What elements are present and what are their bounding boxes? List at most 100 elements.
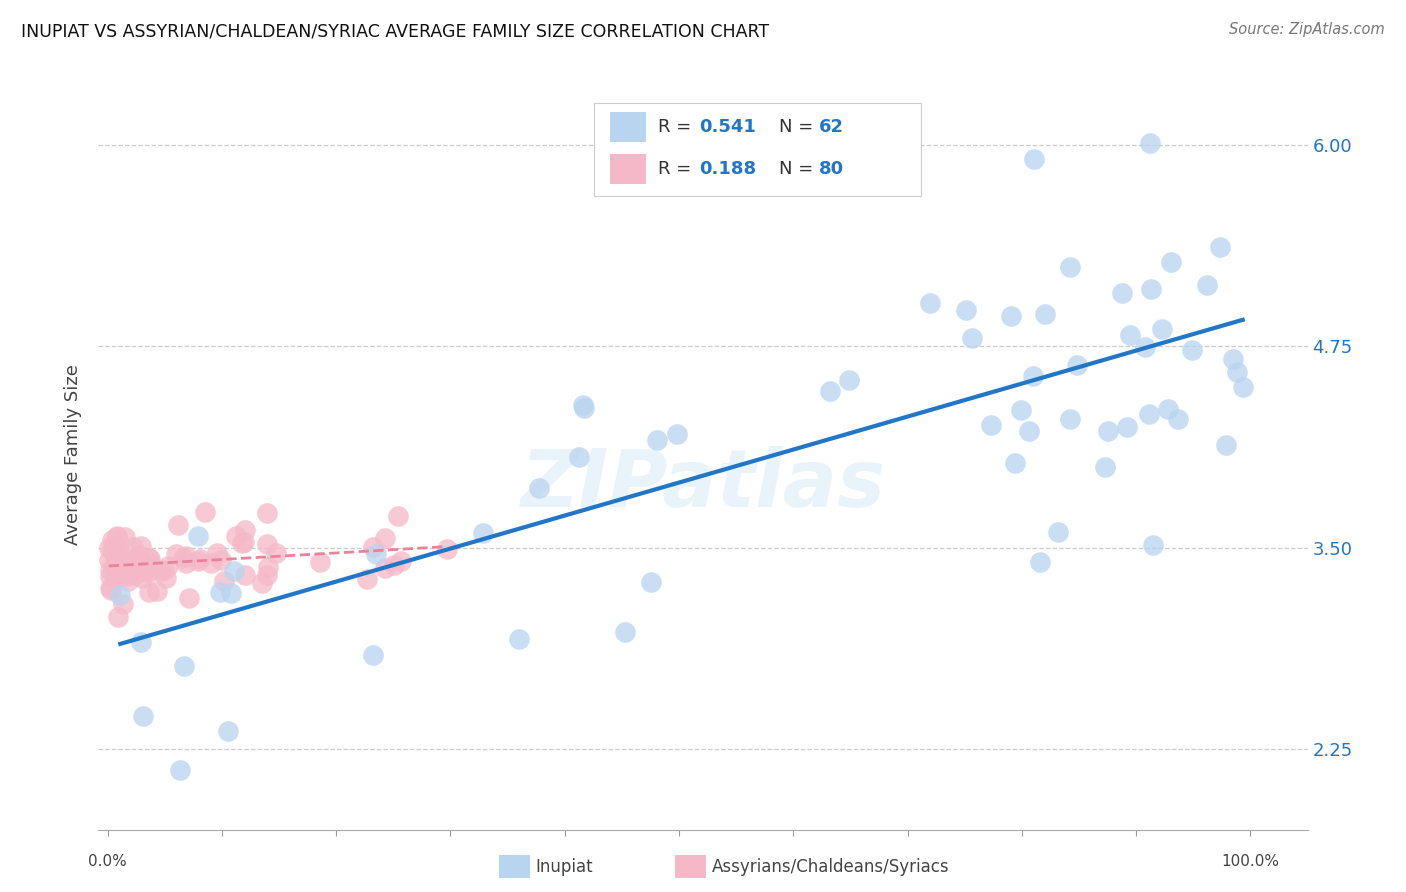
Point <box>118 568 141 582</box>
Point <box>818 384 841 398</box>
Point <box>112 563 135 577</box>
Point <box>1157 402 1180 417</box>
Point <box>211 552 233 566</box>
Point <box>1208 240 1230 254</box>
Point <box>155 571 177 585</box>
Point <box>1232 380 1254 394</box>
Text: 62: 62 <box>820 119 844 136</box>
Text: R =: R = <box>658 161 697 178</box>
Text: 0.0%: 0.0% <box>89 854 127 869</box>
Point <box>124 568 146 582</box>
Text: Source: ZipAtlas.com: Source: ZipAtlas.com <box>1229 22 1385 37</box>
Point <box>131 571 153 585</box>
Point <box>188 552 211 566</box>
Point <box>382 558 405 572</box>
Point <box>139 561 162 575</box>
Point <box>1215 438 1237 452</box>
Point <box>122 541 145 555</box>
Point <box>173 659 195 673</box>
Bar <box>610 154 647 185</box>
Point <box>1000 310 1022 324</box>
Point <box>172 551 194 566</box>
Point <box>97 553 120 567</box>
Point <box>1133 340 1156 354</box>
Point <box>224 564 246 578</box>
Point <box>1024 152 1046 166</box>
Point <box>1033 307 1056 321</box>
Point <box>149 565 172 579</box>
Point <box>1010 402 1032 417</box>
Point <box>614 624 637 639</box>
Point <box>174 556 197 570</box>
Point <box>112 557 135 571</box>
Point <box>308 555 330 569</box>
Point <box>129 539 152 553</box>
Point <box>122 551 145 566</box>
Point <box>1021 368 1043 383</box>
Point <box>256 559 278 574</box>
Point <box>233 523 256 537</box>
Point <box>217 723 239 738</box>
Point <box>1097 424 1119 438</box>
Point <box>139 557 162 571</box>
Point <box>103 540 125 554</box>
Point <box>107 543 129 558</box>
Point <box>187 554 209 568</box>
Point <box>101 533 124 548</box>
Point <box>574 401 596 415</box>
Point <box>1118 328 1140 343</box>
Point <box>138 565 160 579</box>
Point <box>1139 136 1161 150</box>
Point <box>640 574 662 589</box>
Point <box>207 546 229 560</box>
Point <box>107 610 129 624</box>
Point <box>1222 352 1244 367</box>
Point <box>114 568 136 582</box>
Point <box>1094 460 1116 475</box>
Point <box>179 591 201 606</box>
Point <box>174 549 197 564</box>
Point <box>231 536 253 550</box>
Point <box>138 585 160 599</box>
Bar <box>610 112 647 143</box>
Point <box>645 433 668 447</box>
Point <box>391 554 413 568</box>
Point <box>232 535 254 549</box>
Point <box>167 518 190 533</box>
Point <box>527 481 550 495</box>
Point <box>98 563 121 577</box>
Point <box>104 552 127 566</box>
Point <box>132 564 155 578</box>
Point <box>356 572 378 586</box>
Point <box>1018 425 1040 439</box>
Point <box>256 537 278 551</box>
Y-axis label: Average Family Size: Average Family Size <box>65 365 83 545</box>
Point <box>361 540 384 554</box>
Point <box>1140 282 1163 296</box>
Point <box>104 572 127 586</box>
Point <box>225 529 247 543</box>
Point <box>146 583 169 598</box>
Text: N =: N = <box>779 161 820 178</box>
Point <box>98 581 121 595</box>
Point <box>508 632 530 646</box>
Point <box>436 542 458 557</box>
Point <box>219 586 242 600</box>
Point <box>98 541 121 555</box>
Point <box>256 506 278 520</box>
Point <box>264 546 287 560</box>
Point <box>256 567 278 582</box>
Point <box>110 565 132 579</box>
Point <box>200 557 222 571</box>
Point <box>107 558 129 572</box>
Point <box>472 525 495 540</box>
Point <box>98 569 121 583</box>
Point <box>1160 255 1182 269</box>
Point <box>361 648 384 662</box>
Point <box>165 547 187 561</box>
Text: INUPIAT VS ASSYRIAN/CHALDEAN/SYRIAC AVERAGE FAMILY SIZE CORRELATION CHART: INUPIAT VS ASSYRIAN/CHALDEAN/SYRIAC AVER… <box>21 22 769 40</box>
Point <box>666 426 689 441</box>
Point <box>1226 365 1249 379</box>
Point <box>918 295 941 310</box>
Point <box>1116 420 1139 434</box>
